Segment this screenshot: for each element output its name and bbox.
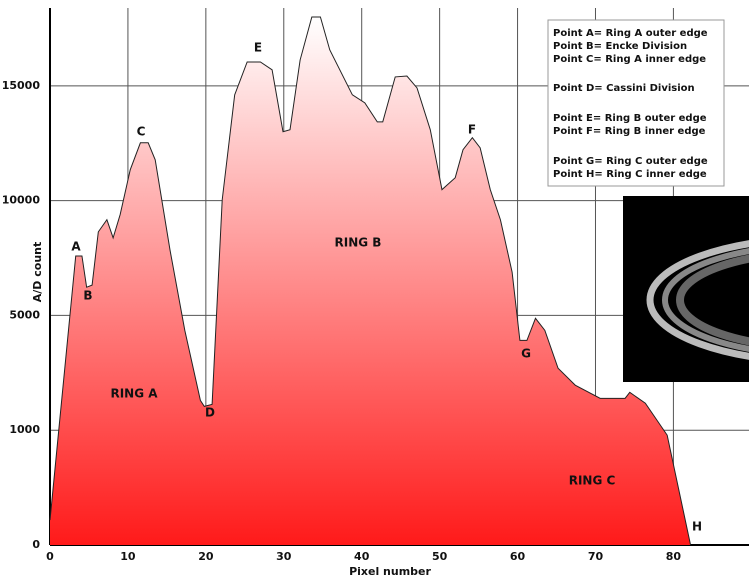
legend-note: Point H= Ring C inner edge xyxy=(553,169,707,180)
y-tick-label: 5000 xyxy=(9,308,40,321)
x-tick-label: 10 xyxy=(120,550,136,563)
legend-note: Point D= Cassini Division xyxy=(553,83,695,94)
saturn-image xyxy=(623,196,749,382)
y-tick-label: 10000 xyxy=(2,194,41,207)
annotation: RING A xyxy=(110,387,158,401)
chart: 0 1000 5000 10000 15000 0 10 20 30 40 50 60 70 80 Pixe… xyxy=(0,0,749,579)
x-tick-label: 70 xyxy=(588,550,604,563)
annotation: RING B xyxy=(335,236,382,250)
x-tick-label: 20 xyxy=(198,550,214,563)
y-tick-label: 0 xyxy=(32,538,40,551)
legend-note: Point E= Ring B outer edge xyxy=(553,113,707,124)
annotation: E xyxy=(254,41,262,55)
x-tick-label: 40 xyxy=(354,550,370,563)
y-tick-label: 1000 xyxy=(9,423,40,436)
legend-note: Point F= Ring B inner edge xyxy=(553,126,706,137)
x-tick-label: 30 xyxy=(276,550,292,563)
y-axis-label: A/D count xyxy=(31,242,44,303)
annotation: B xyxy=(83,289,92,303)
x-axis-label: Pixel number xyxy=(349,565,431,578)
annotation: RING C xyxy=(569,474,616,488)
annotation: H xyxy=(692,520,702,534)
x-tick-label: 0 xyxy=(46,550,54,563)
legend-note: Point A= Ring A outer edge xyxy=(553,28,708,39)
annotation: D xyxy=(205,406,215,420)
x-tick-label: 80 xyxy=(666,550,682,563)
annotation: A xyxy=(71,240,81,254)
legend-note: Point G= Ring C outer edge xyxy=(553,156,708,167)
legend-note: Point C= Ring A inner edge xyxy=(553,54,706,65)
annotation: C xyxy=(137,125,146,139)
x-tick-label: 50 xyxy=(432,550,448,563)
annotation: G xyxy=(521,347,531,361)
y-tick-label: 15000 xyxy=(2,79,41,92)
annotation: F xyxy=(468,123,476,137)
x-tick-label: 60 xyxy=(510,550,526,563)
legend-note: Point B= Encke Division xyxy=(553,41,687,52)
